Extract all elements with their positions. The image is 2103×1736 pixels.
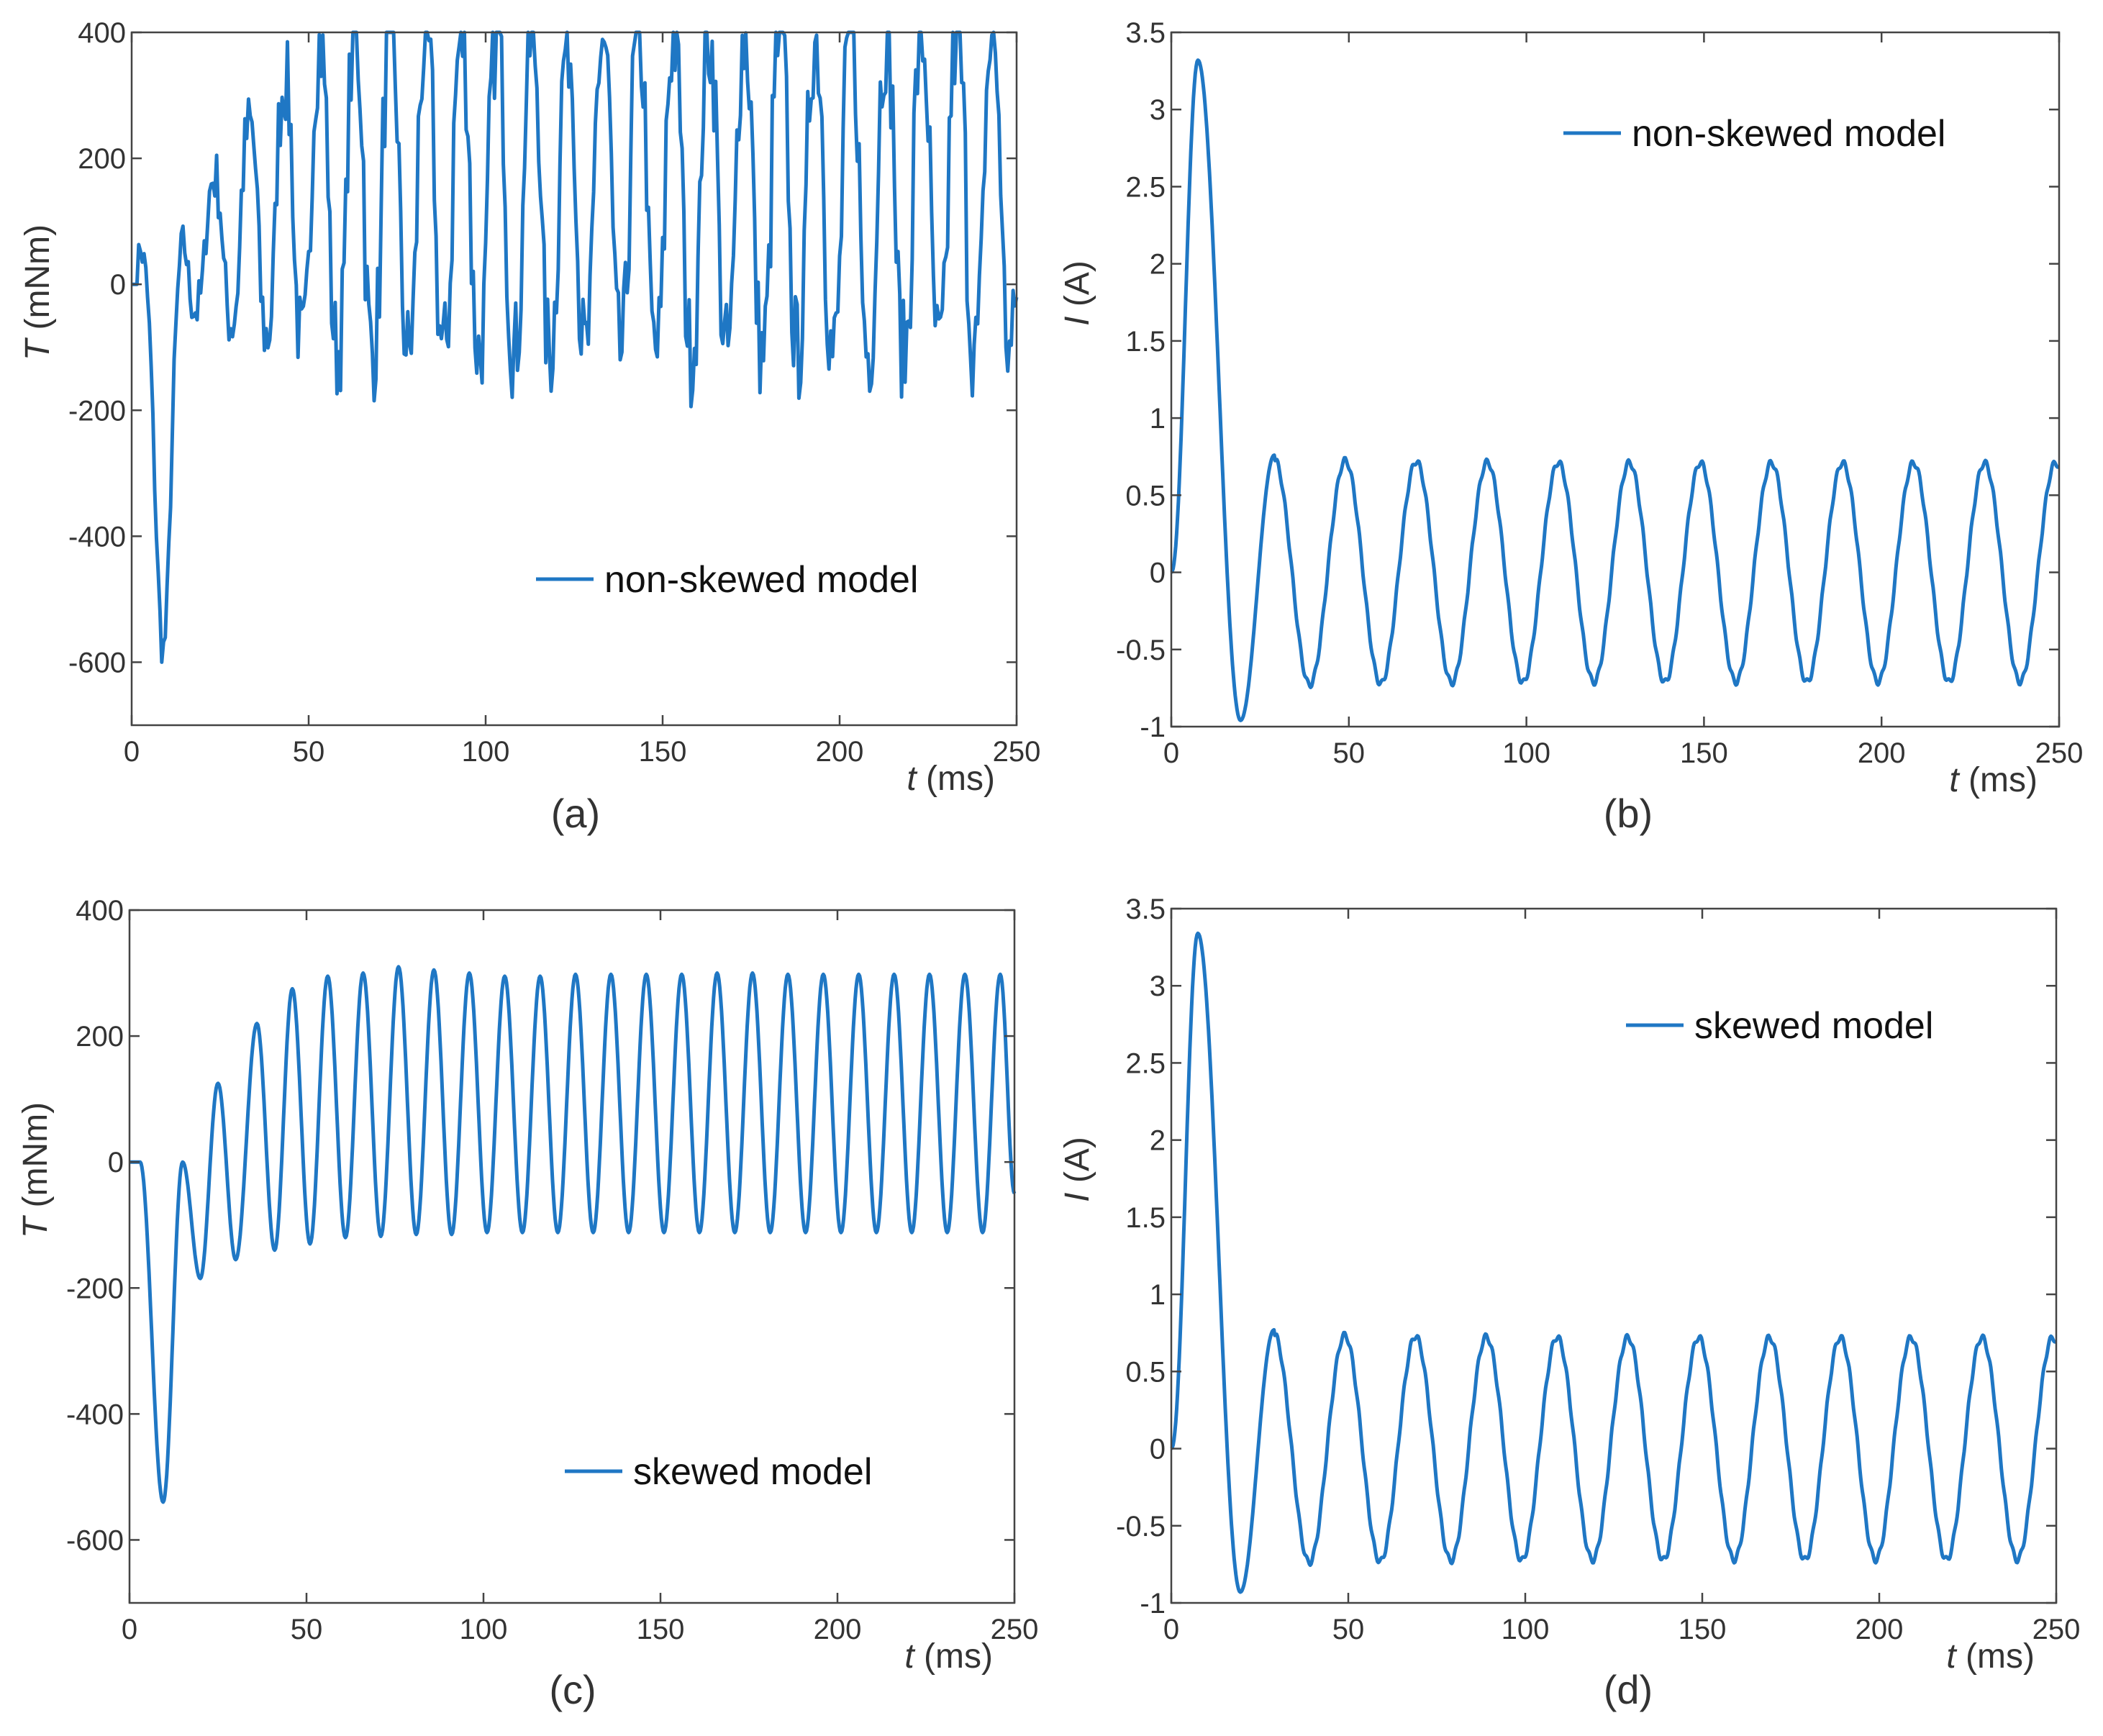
x-tick-label: 200 [814,1614,862,1645]
y-tick-label: 2 [1150,1125,1166,1157]
y-axis-label: I (A) [1058,1137,1096,1202]
x-tick-label: 50 [1333,737,1366,769]
x-tick-label: 100 [460,1614,508,1645]
panel-caption: (b) [1604,791,1653,836]
y-tick-label: 0 [108,1147,124,1178]
x-tick-label: 150 [1679,1614,1727,1645]
x-tick-label: 100 [1502,1614,1550,1645]
x-tick-label: 100 [462,736,510,768]
x-axis-label: t (ms) [1949,761,2038,799]
y-axis-label: T (mNm) [19,224,57,360]
panel-caption: (a) [551,791,600,836]
panel-d-current-skewed: 0 50 100 150 200 250 3.5 3 2.5 2 1.5 1 0.5 0 -0.5 -1 t (… [1058,894,2080,1712]
y-tick-label: 2 [1150,249,1166,281]
x-tick-label: 0 [1163,737,1179,769]
y-tick-label: 200 [78,143,126,175]
legend: non-skewed model [1563,113,1945,155]
y-tick-label: 3.5 [1125,17,1166,49]
series-line [128,965,1017,1504]
y-tick-label: -400 [66,1399,124,1430]
axes-frame [128,909,1016,1604]
y-tick-label: 1 [1150,1279,1166,1311]
x-axis-label: t (ms) [1946,1637,2035,1676]
y-tick-label: -200 [68,395,126,427]
x-tick-label: 200 [1858,737,1906,769]
y-tick-label: 0 [1150,1434,1166,1465]
legend: skewed model [565,1451,872,1493]
y-tick-label: 3 [1150,94,1166,126]
y-tick-label: 0 [1150,558,1166,589]
y-tick-label: -200 [66,1273,124,1304]
series-line [1170,58,2061,722]
panel-caption: (c) [549,1667,596,1712]
x-axis-label: t (ms) [907,760,995,798]
y-tick-label: -0.5 [1116,1511,1166,1542]
y-tick-label: -0.5 [1116,635,1166,666]
legend-label: non-skewed model [1632,113,1945,155]
y-tick-label: -400 [68,521,126,553]
legend-label: skewed model [633,1451,872,1493]
y-tick-label: 1 [1150,403,1166,435]
x-tick-label: 100 [1502,737,1550,769]
y-tick-label: -1 [1140,712,1166,743]
y-tick-label: 1.5 [1125,1202,1166,1234]
y-tick-label: 400 [78,17,126,49]
axes-frame [1170,31,2061,728]
x-tick-label: 150 [639,736,687,768]
y-tick-label: 2.5 [1125,1047,1166,1079]
x-tick-label: 0 [1163,1614,1179,1645]
x-tick-label: 200 [1856,1614,1904,1645]
y-tick-label: 200 [76,1021,124,1053]
series-line [132,30,1019,664]
x-tick-label: 250 [2032,1614,2081,1645]
x-tick-label: 250 [991,1614,1039,1645]
legend: skewed model [1626,1005,1933,1047]
y-tick-label: 1.5 [1125,326,1166,358]
series-line [1170,931,2058,1594]
y-tick-label: 3 [1150,971,1166,1002]
y-tick-label: 0.5 [1125,1356,1166,1388]
panel-caption: (d) [1604,1667,1653,1712]
axes-frame [130,31,1018,727]
panel-a-torque-non-skewed: 0 50 100 150 200 250 400 200 0 -200 -400 -600 t (ms)… [19,17,1040,836]
y-tick-label: 0.5 [1125,480,1166,512]
x-tick-label: 150 [1680,737,1728,769]
x-tick-label: 50 [291,1614,323,1645]
y-tick-label: -600 [66,1524,124,1556]
panel-b-current-non-skewed: 0 50 100 150 200 250 3.5 3 2.5 2 1.5 1 0.5 0 -0.5 -1 t (… [1058,17,2083,836]
x-tick-label: 250 [993,736,1041,768]
x-tick-label: 250 [2035,737,2084,769]
y-axis-label: I (A) [1058,260,1096,326]
axes-frame [1170,907,2058,1604]
y-tick-label: 400 [76,895,124,927]
x-axis-label: t (ms) [904,1637,993,1676]
legend-label: non-skewed model [604,559,918,601]
x-tick-label: 200 [816,736,864,768]
panel-c-torque-skewed: 0 50 100 150 200 250 400 200 0 -200 -400 -600 t (ms)… [17,895,1038,1712]
legend-label: skewed model [1694,1005,1933,1047]
y-tick-label: 0 [110,269,126,301]
x-tick-label: 0 [124,736,140,768]
legend: non-skewed model [536,559,918,601]
x-tick-label: 150 [637,1614,685,1645]
y-tick-label: 3.5 [1125,894,1166,925]
y-tick-label: -1 [1140,1588,1166,1619]
x-tick-label: 50 [293,736,325,768]
x-tick-label: 50 [1332,1614,1365,1645]
y-tick-label: -600 [68,647,126,678]
y-axis-label: T (mNm) [17,1102,55,1238]
x-tick-label: 0 [122,1614,137,1645]
y-tick-label: 2.5 [1125,171,1166,203]
